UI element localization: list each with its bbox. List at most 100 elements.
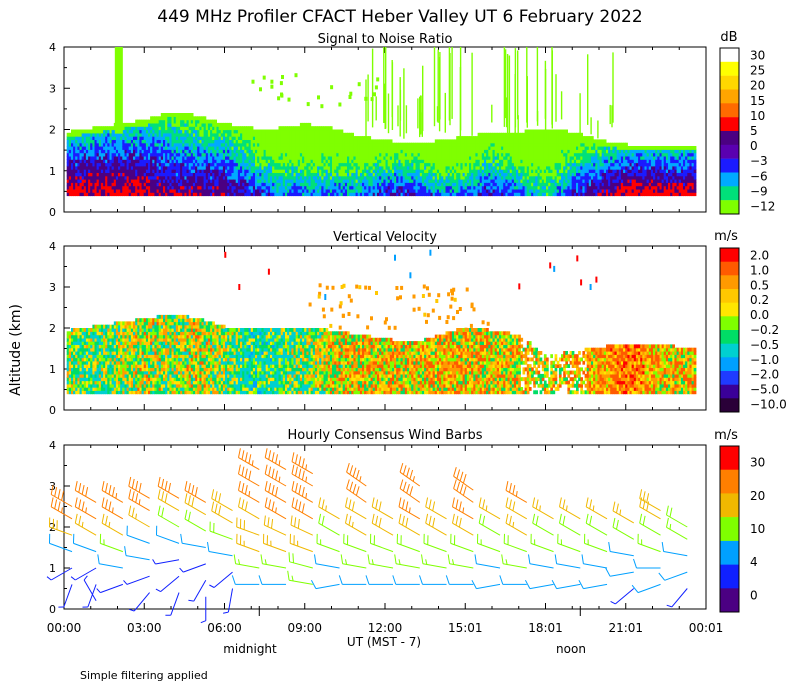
snr-cell: [88, 139, 91, 144]
snr-cell: [289, 162, 292, 167]
snr-cell: [122, 136, 125, 140]
snr-cell: [227, 188, 230, 193]
snr-cell: [229, 139, 232, 144]
snr-cell: [150, 122, 153, 127]
snr-cell: [137, 139, 140, 144]
snr-cell: [156, 146, 160, 150]
snr-cell: [366, 185, 369, 190]
snr-cell: [415, 188, 419, 193]
snr-cell: [207, 136, 211, 140]
snr-cell: [237, 179, 241, 183]
snr-cell: [225, 179, 228, 183]
snr-cell: [263, 139, 267, 144]
snr-cell: [135, 165, 138, 170]
snr-cell: [148, 192, 151, 197]
snr-cell: [291, 126, 295, 131]
snr-cell: [220, 142, 224, 147]
snr-cell: [338, 172, 342, 177]
snr-cell: [398, 175, 402, 180]
snr-cell: [368, 165, 372, 170]
snr-cell: [220, 132, 224, 137]
snr-cell: [207, 162, 211, 167]
snr-cell: [205, 192, 209, 197]
snr-cell: [344, 159, 348, 164]
snr-cell: [317, 159, 320, 164]
snr-cell: [293, 155, 297, 160]
snr-cell: [173, 129, 177, 134]
snr-cell: [340, 185, 344, 190]
snr-cell: [385, 155, 389, 160]
snr-cell: [190, 136, 194, 140]
snr-cell: [357, 192, 361, 197]
snr-cell: [329, 192, 333, 197]
snr-cell: [377, 159, 380, 164]
snr-cell: [426, 188, 429, 193]
snr-cell: [175, 162, 179, 167]
snr-cell: [167, 152, 170, 157]
snr-cell: [107, 188, 110, 193]
snr-cell: [306, 172, 310, 177]
snr-cell: [235, 149, 239, 154]
snr-cell: [409, 162, 412, 167]
snr-cell: [92, 136, 96, 140]
snr-cell: [203, 126, 207, 131]
snr-cell: [220, 165, 224, 170]
snr-cell: [336, 169, 339, 173]
snr-cell: [83, 169, 87, 173]
snr-cell: [122, 129, 125, 134]
snr-cell: [417, 146, 421, 150]
snr-cell: [355, 152, 359, 157]
snr-cell: [353, 185, 357, 190]
snr-cell: [327, 162, 331, 167]
snr-cell: [96, 179, 100, 183]
snr-cell: [210, 129, 213, 134]
snr-cell: [73, 165, 76, 170]
snr-cell: [295, 149, 299, 154]
snr-cell: [156, 149, 160, 154]
snr-cell: [319, 132, 322, 137]
snr-cell: [426, 155, 429, 160]
snr-cell: [120, 136, 123, 140]
snr-cell: [186, 165, 190, 170]
snr-cell: [169, 175, 173, 180]
snr-cell: [342, 169, 346, 173]
snr-cell: [73, 136, 76, 140]
snr-cell: [396, 159, 399, 164]
snr-cell: [334, 152, 337, 157]
snr-cell: [250, 149, 254, 154]
wind-panel-title: Hourly Consensus Wind Barbs: [287, 428, 482, 443]
snr-cell: [169, 132, 173, 137]
snr-cell: [103, 136, 106, 140]
snr-cell: [428, 182, 431, 187]
snr-cell: [387, 139, 391, 144]
snr-cell: [295, 142, 299, 147]
snr-cell: [428, 188, 431, 193]
snr-cell: [261, 159, 265, 164]
snr-cell: [216, 179, 220, 183]
snr-cell: [130, 172, 134, 177]
snr-cell: [248, 129, 252, 134]
snr-cell: [287, 126, 290, 131]
snr-cell: [419, 185, 423, 190]
snr-cell: [347, 165, 350, 170]
snr-cell: [285, 142, 288, 147]
snr-cell: [415, 162, 419, 167]
snr-cell: [430, 179, 434, 183]
snr-cell: [263, 152, 267, 157]
snr-cell: [441, 149, 444, 154]
snr-cell: [340, 136, 344, 140]
snr-cell: [327, 152, 331, 157]
snr-cell: [107, 126, 110, 131]
snr-cell: [302, 139, 305, 144]
snr-cell: [90, 129, 93, 134]
snr-cell: [364, 175, 367, 180]
snr-cell: [295, 185, 299, 190]
snr-cell: [133, 188, 136, 193]
snr-cell: [113, 146, 117, 150]
snr-cell: [432, 142, 436, 147]
snr-cell: [248, 142, 252, 147]
snr-cell: [118, 185, 121, 190]
snr-cell: [210, 159, 213, 164]
snr-cell: [357, 149, 361, 154]
snr-cell: [225, 136, 228, 140]
